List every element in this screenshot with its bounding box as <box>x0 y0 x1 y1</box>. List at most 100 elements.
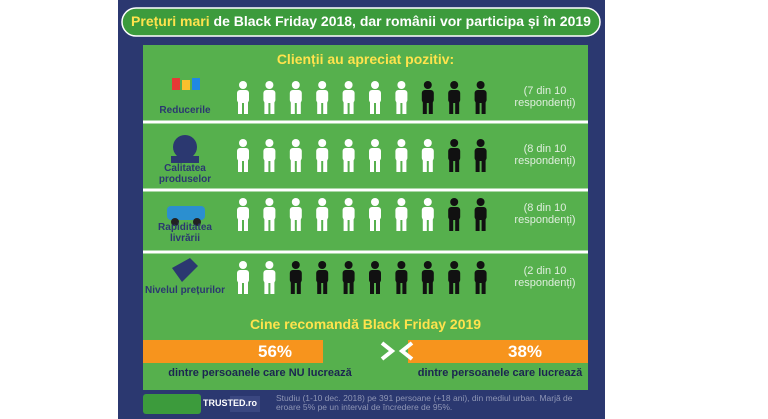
person-icon <box>369 261 381 294</box>
category-label: Reducerile <box>159 105 211 116</box>
person-leg <box>396 282 401 294</box>
person-icon <box>342 198 355 231</box>
person-body <box>316 148 329 161</box>
person-icon <box>342 261 355 294</box>
person-head <box>318 198 327 206</box>
person-leg <box>481 102 486 114</box>
person-head <box>265 198 274 206</box>
person-head <box>318 261 327 269</box>
title-highlight: Prețuri mari <box>131 13 210 29</box>
logo-box <box>143 394 201 414</box>
logo-text: TRUSTED.ro <box>203 398 257 408</box>
person-icon <box>474 198 487 231</box>
person-leg <box>402 102 407 114</box>
person-body <box>369 90 381 103</box>
section-title: Cine recomandă Black Friday 2019 <box>249 316 482 332</box>
person-body <box>289 148 302 161</box>
person-body <box>289 90 302 103</box>
person-leg <box>455 102 460 114</box>
person-leg <box>323 160 328 172</box>
person-icon <box>448 81 461 114</box>
person-leg <box>370 282 374 294</box>
person-icon <box>342 139 355 172</box>
person-leg <box>238 160 242 172</box>
person-leg <box>481 282 486 294</box>
person-body <box>448 90 461 103</box>
person-leg <box>264 160 269 172</box>
person-body <box>289 207 302 220</box>
person-body <box>342 207 355 220</box>
person-head <box>344 261 353 269</box>
person-leg <box>343 219 348 231</box>
person-leg <box>376 282 380 294</box>
title-pill <box>121 7 601 37</box>
person-leg <box>343 102 348 114</box>
person-body <box>474 90 487 103</box>
person-leg <box>422 160 427 172</box>
person-body <box>237 148 249 161</box>
person-icon <box>316 81 329 114</box>
person-leg <box>317 282 322 294</box>
person-leg <box>264 102 269 114</box>
person-head <box>344 198 353 206</box>
person-leg <box>290 219 295 231</box>
person-icon <box>263 81 276 114</box>
person-leg <box>349 102 354 114</box>
person-leg <box>396 102 401 114</box>
person-leg <box>449 282 454 294</box>
value-label: (7 din 10 respondenți) <box>514 85 576 110</box>
person-leg <box>475 160 480 172</box>
person-head <box>397 81 406 89</box>
person-head <box>239 81 247 89</box>
person-leg <box>402 160 407 172</box>
person-leg <box>290 160 295 172</box>
person-icon <box>395 261 408 294</box>
person-body <box>395 270 408 283</box>
person-leg <box>422 219 427 231</box>
person-icon <box>263 198 276 231</box>
person-body <box>369 207 381 220</box>
person-leg <box>370 102 374 114</box>
person-leg <box>475 102 480 114</box>
person-icon <box>263 261 276 294</box>
person-body <box>421 207 434 220</box>
person-leg <box>428 282 433 294</box>
person-body <box>421 148 434 161</box>
person-body <box>369 270 381 283</box>
person-body <box>474 270 487 283</box>
page-title: Prețuri mari de Black Friday 2018, dar r… <box>122 13 600 29</box>
category-label: Calitatea produselor <box>158 163 212 185</box>
person-icon <box>421 139 434 172</box>
person-icon <box>395 81 408 114</box>
person-leg <box>296 282 301 294</box>
person-head <box>291 198 300 206</box>
person-head <box>476 139 485 147</box>
person-leg <box>376 102 380 114</box>
stat-box <box>143 340 323 363</box>
person-leg <box>349 160 354 172</box>
person-body <box>289 270 302 283</box>
person-icon <box>237 198 249 231</box>
section-title: Clienții au apreciat pozitiv: <box>276 51 455 67</box>
person-body <box>421 90 434 103</box>
person-leg <box>244 219 248 231</box>
person-leg <box>317 102 322 114</box>
category-label: Rapiditatea livrării <box>158 222 212 244</box>
person-icon <box>237 139 249 172</box>
chevron <box>398 341 414 361</box>
person-body <box>342 90 355 103</box>
person-body <box>237 90 249 103</box>
person-head <box>423 198 432 206</box>
person-leg <box>296 102 301 114</box>
person-body <box>448 148 461 161</box>
person-leg <box>455 160 460 172</box>
person-leg <box>238 282 242 294</box>
person-leg <box>455 219 460 231</box>
person-head <box>265 261 274 269</box>
person-leg <box>449 160 454 172</box>
person-head <box>397 198 406 206</box>
person-leg <box>323 219 328 231</box>
person-body <box>448 270 461 283</box>
person-head <box>397 261 406 269</box>
person-leg <box>296 160 301 172</box>
